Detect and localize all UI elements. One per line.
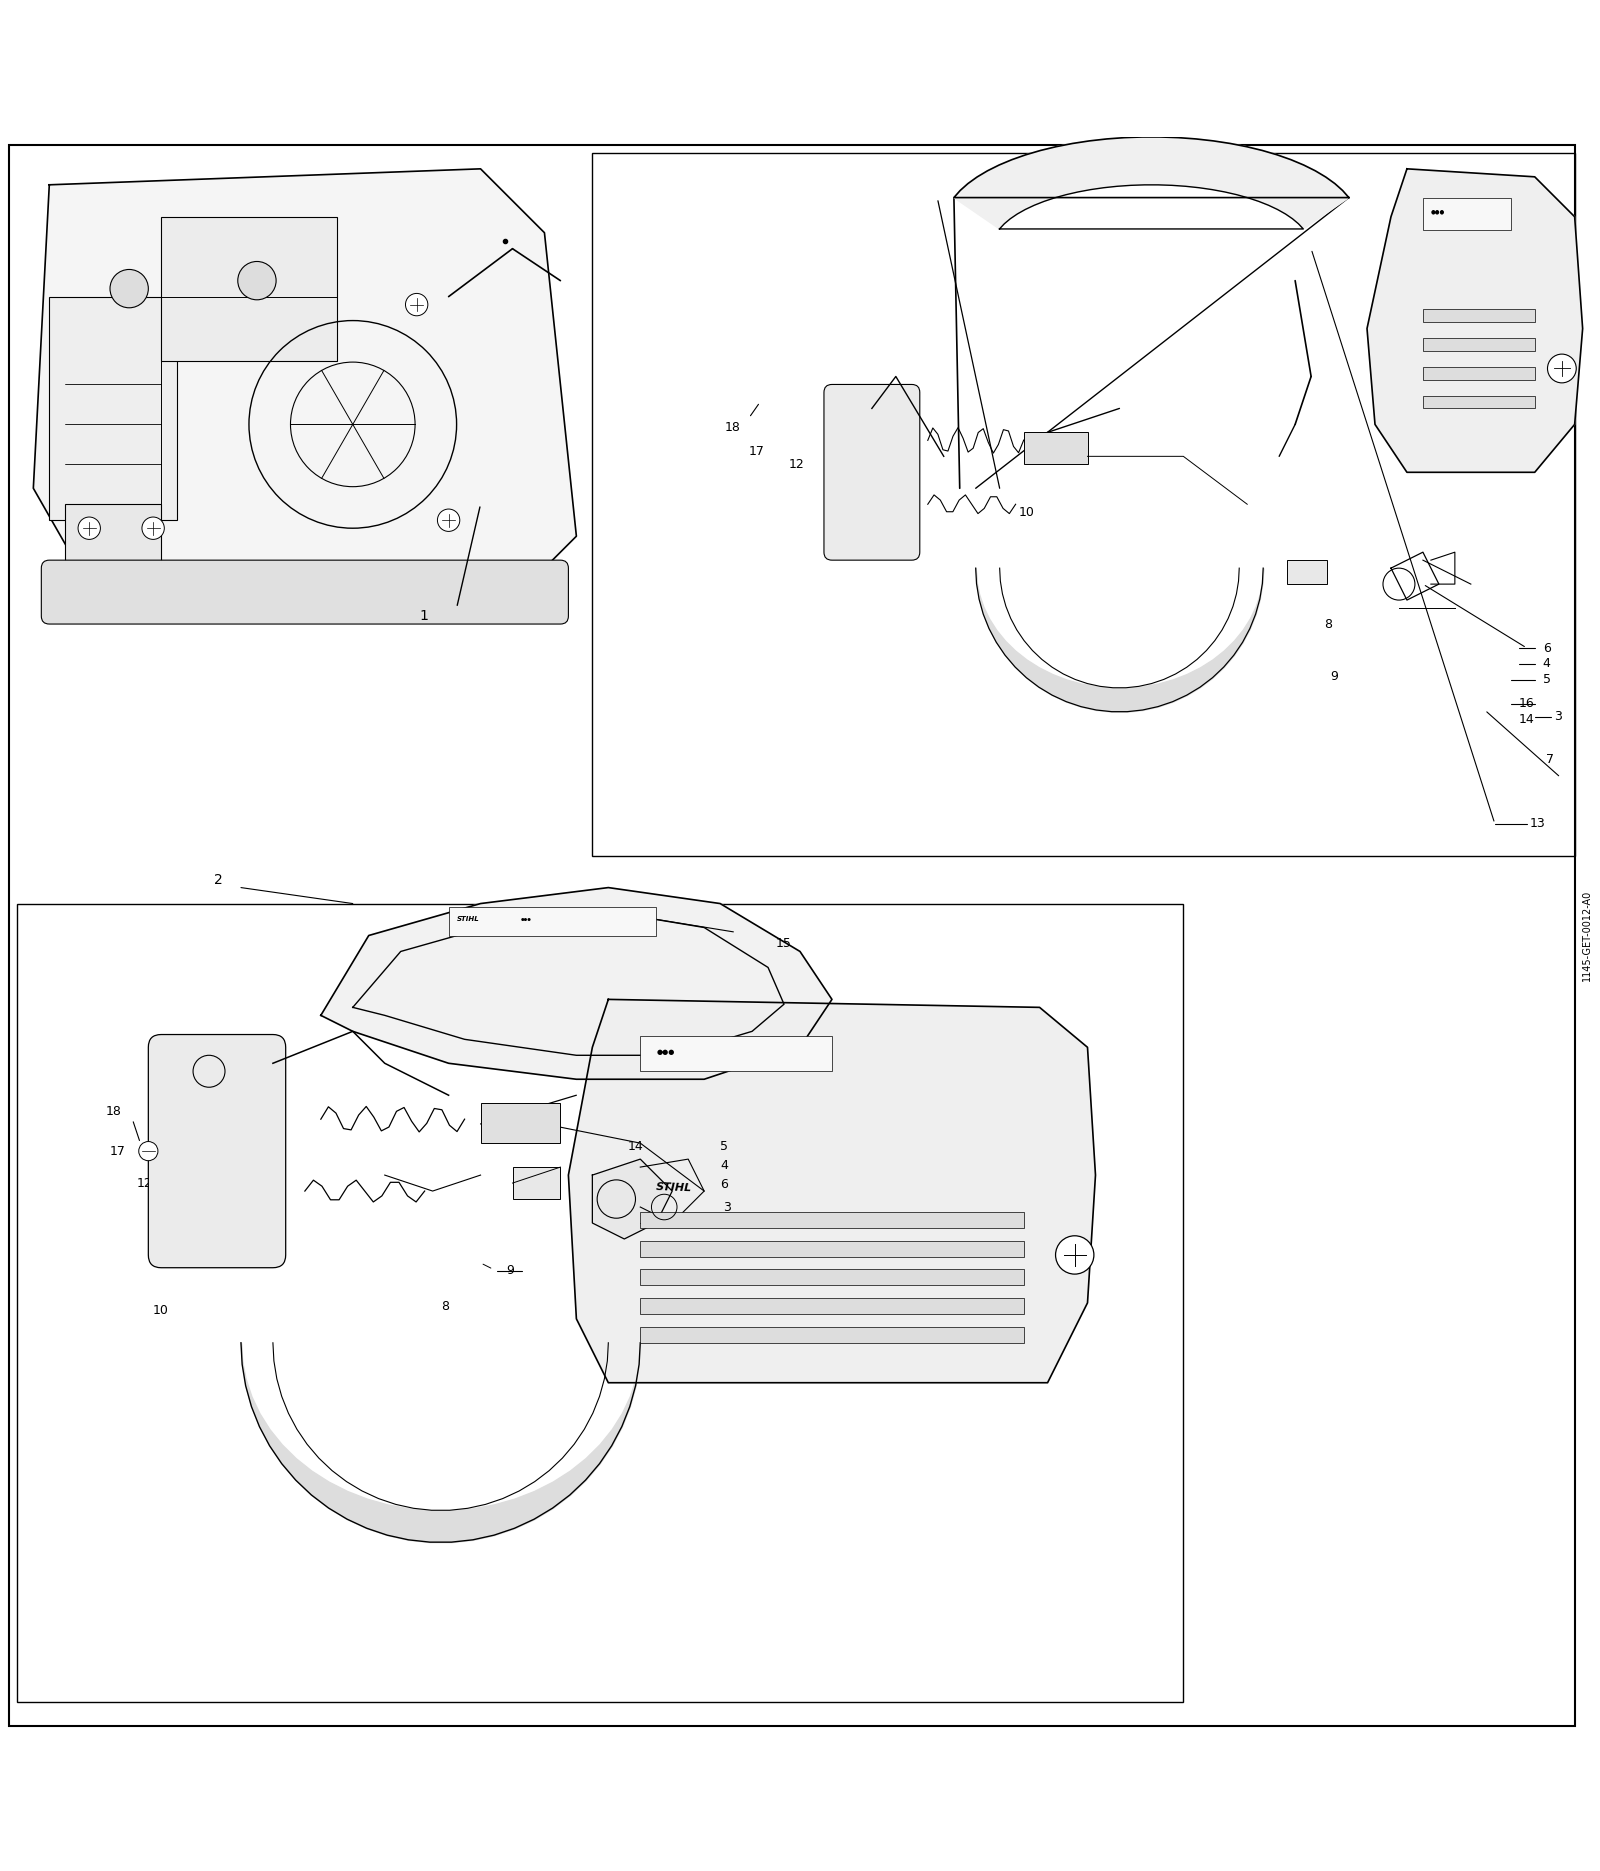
Polygon shape <box>1366 168 1582 471</box>
Polygon shape <box>322 887 832 1080</box>
Text: STIHL: STIHL <box>656 1182 693 1194</box>
Bar <box>640 1240 1024 1257</box>
Text: 18: 18 <box>106 1104 122 1117</box>
Bar <box>1422 395 1534 408</box>
Circle shape <box>139 1141 158 1160</box>
Bar <box>1286 559 1326 584</box>
Circle shape <box>238 262 277 299</box>
Polygon shape <box>954 137 1349 228</box>
Bar <box>66 505 162 601</box>
Text: 2: 2 <box>214 872 222 887</box>
Text: 1145-GET-0012-A0: 1145-GET-0012-A0 <box>1582 891 1592 980</box>
Text: 4: 4 <box>720 1158 728 1171</box>
Circle shape <box>1547 354 1576 384</box>
Text: 12: 12 <box>138 1177 154 1190</box>
Bar <box>480 1104 560 1143</box>
Text: 11: 11 <box>848 486 864 500</box>
Text: 4: 4 <box>1542 657 1550 670</box>
Bar <box>640 1298 1024 1313</box>
Bar <box>640 1212 1024 1227</box>
Bar <box>640 1269 1024 1285</box>
Circle shape <box>110 269 149 309</box>
Bar <box>1422 198 1510 230</box>
Text: 6: 6 <box>720 1179 728 1192</box>
FancyBboxPatch shape <box>824 384 920 559</box>
Text: 15: 15 <box>776 937 792 950</box>
Bar <box>448 907 656 936</box>
Text: 17: 17 <box>749 445 765 458</box>
Text: 13: 13 <box>1530 818 1546 831</box>
Text: 11: 11 <box>154 1209 170 1222</box>
Text: 6: 6 <box>1542 642 1550 655</box>
Bar <box>640 1327 1024 1343</box>
Text: 16: 16 <box>627 1160 643 1173</box>
Text: 10: 10 <box>1019 505 1035 518</box>
Bar <box>640 1037 832 1072</box>
Circle shape <box>142 516 165 539</box>
Polygon shape <box>34 168 576 616</box>
Text: 1: 1 <box>419 610 429 623</box>
Bar <box>1422 339 1534 352</box>
Text: 9: 9 <box>1330 670 1338 683</box>
Circle shape <box>405 294 427 316</box>
Text: 16: 16 <box>1518 698 1534 711</box>
Text: 18: 18 <box>725 421 741 434</box>
Polygon shape <box>592 1160 672 1239</box>
Text: 17: 17 <box>110 1145 126 1158</box>
Bar <box>1422 309 1534 322</box>
Text: 5: 5 <box>720 1139 728 1153</box>
Text: 7: 7 <box>1546 754 1554 767</box>
Bar <box>50 297 178 520</box>
Bar <box>592 153 1574 855</box>
Text: 5: 5 <box>1542 674 1550 687</box>
Text: 8: 8 <box>440 1300 448 1313</box>
Text: ●●●: ●●● <box>1430 210 1445 215</box>
Text: 14: 14 <box>627 1139 643 1153</box>
Text: 12: 12 <box>789 458 805 471</box>
Polygon shape <box>568 999 1096 1383</box>
Bar <box>162 217 338 361</box>
Text: 3: 3 <box>1554 711 1562 724</box>
Text: ●●●: ●●● <box>520 919 531 922</box>
Bar <box>1422 367 1534 380</box>
FancyBboxPatch shape <box>149 1035 286 1269</box>
Circle shape <box>78 516 101 539</box>
Text: 9: 9 <box>506 1265 514 1278</box>
Bar <box>18 904 1184 1703</box>
Bar <box>512 1168 560 1199</box>
FancyBboxPatch shape <box>42 559 568 625</box>
Text: 8: 8 <box>1323 617 1331 631</box>
Text: 10: 10 <box>154 1304 170 1317</box>
Text: 3: 3 <box>723 1201 731 1214</box>
Circle shape <box>1056 1235 1094 1274</box>
Text: ●●●: ●●● <box>656 1048 675 1055</box>
Bar <box>1024 432 1088 464</box>
Text: STIHL: STIHL <box>456 917 480 922</box>
Text: STIHL: STIHL <box>1446 311 1480 322</box>
Circle shape <box>437 509 459 531</box>
Text: 14: 14 <box>1518 713 1534 726</box>
Text: 7: 7 <box>1088 1257 1096 1269</box>
